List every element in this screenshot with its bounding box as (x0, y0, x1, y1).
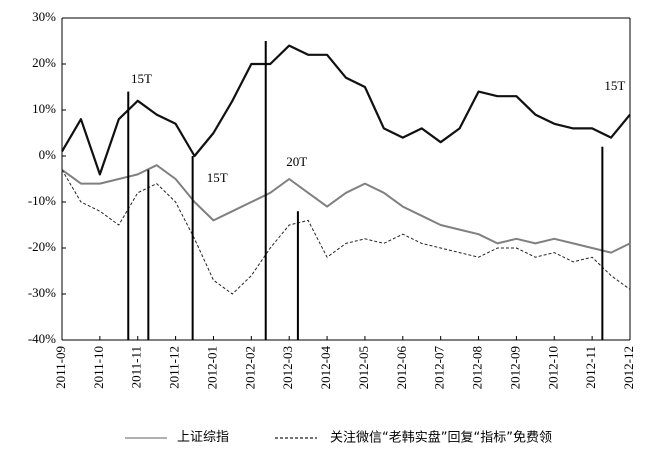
y-tick-label: -30% (28, 285, 56, 300)
y-tick-label: 30% (32, 9, 56, 24)
y-tick-label: -40% (28, 331, 56, 346)
x-tick-label: 2012-06 (394, 346, 409, 390)
watermark: 关注微信“老韩实盘”回复“指标”免费领 (330, 430, 552, 446)
series-line (61, 44, 631, 176)
x-tick-label: 2011-11 (129, 346, 144, 388)
y-tick-label: 10% (32, 101, 56, 116)
x-tick-label: 2012-09 (507, 346, 522, 389)
y-tick-label: -10% (28, 193, 56, 208)
x-tick-label: 2011-10 (91, 346, 106, 389)
watermark-bg (322, 424, 650, 452)
x-tick-label: 2011-12 (167, 346, 182, 389)
x-tick-label: 2012-12 (621, 346, 636, 389)
x-tick-label: 2012-08 (470, 346, 485, 389)
legend-label: 上证综指 (177, 429, 229, 444)
x-tick-label: 2012-05 (356, 346, 371, 389)
y-tick-label: 20% (32, 55, 56, 70)
y-tick-label: 0% (39, 147, 57, 162)
annotation: 15T (207, 170, 228, 185)
x-tick-label: 2012-01 (204, 346, 219, 389)
x-tick-label: 2012-02 (242, 346, 257, 389)
y-tick-label: -20% (28, 239, 56, 254)
x-tick-label: 2012-10 (545, 346, 560, 389)
x-tick-label: 2011-09 (53, 346, 68, 389)
series-line (61, 169, 631, 295)
annotation: 20T (286, 154, 307, 169)
annotation: 15T (604, 78, 625, 93)
x-tick-label: 2012-11 (583, 346, 598, 389)
annotation: 15T (131, 71, 152, 86)
x-tick-label: 2012-04 (318, 346, 333, 390)
x-tick-label: 2012-03 (280, 346, 295, 389)
x-tick-label: 2012-07 (432, 346, 447, 390)
series-line (61, 164, 631, 254)
